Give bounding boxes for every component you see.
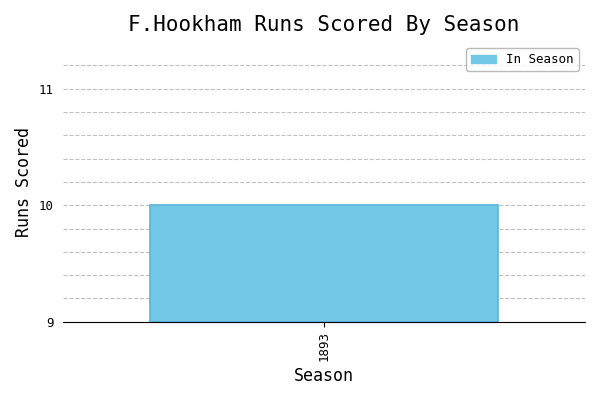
Bar xyxy=(150,205,498,322)
Legend: In Season: In Season xyxy=(466,48,579,71)
Y-axis label: Runs Scored: Runs Scored xyxy=(15,127,33,237)
X-axis label: Season: Season xyxy=(294,367,354,385)
Title: F.Hookham Runs Scored By Season: F.Hookham Runs Scored By Season xyxy=(128,15,520,35)
